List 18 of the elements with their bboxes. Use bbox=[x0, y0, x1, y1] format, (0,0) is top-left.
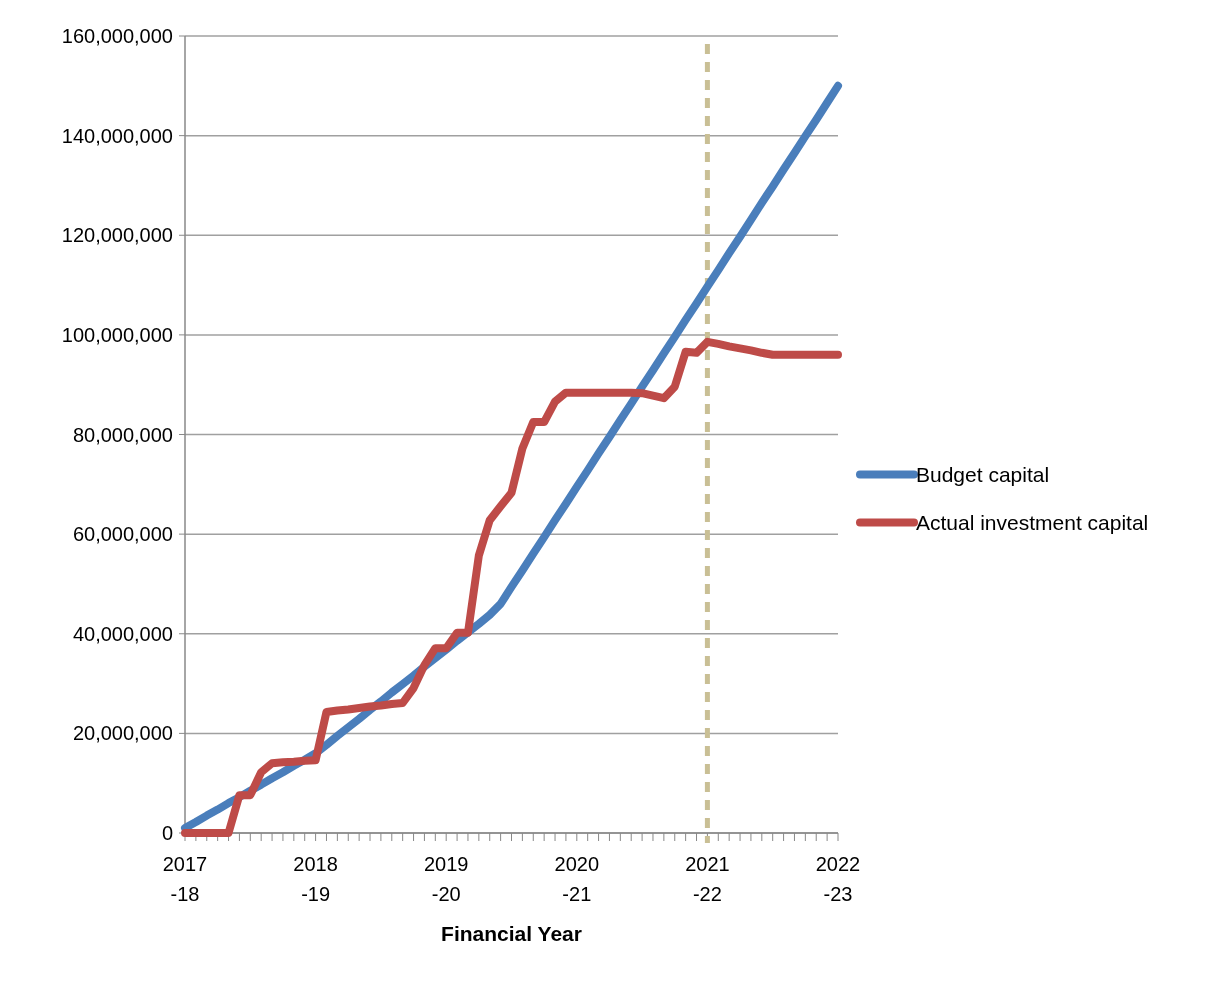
y-tick-label: 20,000,000 bbox=[72, 722, 173, 745]
y-tick-label: 40,000,000 bbox=[72, 622, 173, 645]
y-tick-label: 80,000,000 bbox=[72, 423, 173, 446]
x-tick-label: 2021-22 bbox=[685, 853, 730, 905]
x-tick-label: 2020-21 bbox=[554, 853, 600, 905]
y-tick-label: 0 bbox=[161, 822, 173, 844]
y-tick-label: 140,000,000 bbox=[61, 124, 173, 147]
y-tick-label: 120,000,000 bbox=[61, 224, 173, 247]
y-tick-label: 100,000,000 bbox=[61, 323, 173, 346]
y-tick-label: 60,000,000 bbox=[72, 523, 173, 546]
x-tick-label: 2017-18 bbox=[162, 853, 208, 905]
legend-label: Actual investment capital bbox=[916, 511, 1149, 534]
x-axis-title: Financial Year bbox=[441, 922, 582, 945]
x-tick-label: 2018-19 bbox=[293, 853, 338, 905]
x-tick-label: 2019-20 bbox=[423, 853, 469, 905]
x-tick-label: 2022-23 bbox=[815, 853, 861, 905]
y-tick-label: 160,000,000 bbox=[61, 25, 173, 47]
legend-label: Budget capital bbox=[916, 463, 1050, 486]
